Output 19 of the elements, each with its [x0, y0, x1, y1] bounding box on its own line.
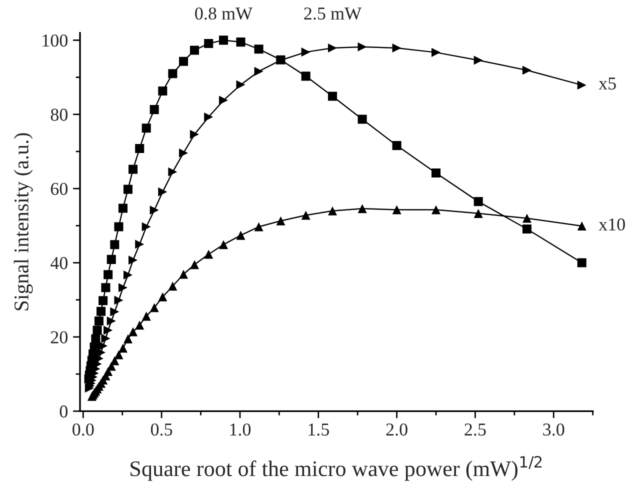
y-tick-label: 20 — [50, 331, 68, 344]
x-tick-label: 0.0 — [72, 423, 94, 436]
x-tick-label: 1.0 — [230, 423, 251, 436]
y-tick-label: 40 — [50, 257, 68, 270]
y-axis-title: Signal intensity (a.u.) — [14, 133, 33, 310]
annotation: x5 — [598, 78, 616, 90]
x-tick-label: 3.0 — [543, 423, 564, 436]
y-tick-label: 60 — [50, 182, 68, 196]
x-tick-label: 1.5 — [308, 424, 329, 436]
x-axis-title: Square root of the micro wave power (mW)$^{1/2}$ — [130, 456, 542, 481]
x-tick-label: 2.0 — [386, 423, 408, 436]
annotation: 0.8 mW — [195, 7, 253, 20]
x-tick-label: 2.5 — [464, 424, 486, 436]
x-tick-label: 0.5 — [150, 423, 172, 436]
y-tick-label: 0 — [60, 405, 68, 418]
annotation: x10 — [598, 218, 625, 231]
y-tick-label: 80 — [50, 108, 68, 121]
annotation: 2.5 mW — [304, 8, 362, 20]
y-tick-label: 100 — [42, 34, 68, 47]
